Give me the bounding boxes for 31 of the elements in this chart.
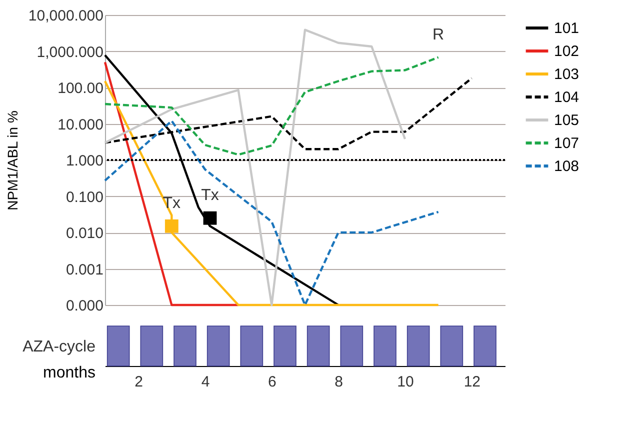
- y-tick-label: 0.100: [66, 188, 104, 206]
- x-tick-label: 2: [134, 374, 144, 390]
- y-axis-title: NPM1/ABL in %: [4, 110, 20, 210]
- x-tick-label: 6: [268, 374, 276, 390]
- y-tick-label: 1.000: [66, 152, 104, 170]
- legend-label: 107: [554, 135, 580, 152]
- legend-label: 105: [554, 112, 580, 129]
- x-tick-label: 10: [397, 374, 414, 390]
- legend-label: 104: [554, 89, 580, 106]
- y-axis-title: AZA-cycle: [22, 338, 96, 356]
- y-tick-label: 10,000.000: [28, 8, 104, 24]
- x-axis-title: months: [43, 364, 96, 382]
- y-tick-label: 100.00: [58, 80, 104, 97]
- y-tick-label: 1,000.000: [36, 44, 104, 61]
- x-tick-label: 8: [334, 374, 344, 390]
- y-tick-label: 10.000: [58, 116, 104, 134]
- y-tick-label: 0.000: [66, 298, 104, 314]
- annotation: R: [432, 26, 444, 44]
- x-tick-label: 4: [201, 374, 210, 390]
- legend-label: 102: [554, 43, 580, 60]
- y-tick-label: 0.010: [66, 225, 104, 242]
- annotation: Tx: [201, 187, 219, 204]
- line-series: [104, 28, 406, 306]
- line-series: [104, 80, 440, 306]
- line-series: [104, 120, 440, 306]
- line-series: [104, 56, 440, 156]
- legend-label: 103: [554, 66, 580, 83]
- legend-label: 108: [554, 158, 580, 175]
- x-tick-label: 12: [464, 374, 481, 390]
- y-tick-label: 0.001: [66, 261, 104, 278]
- legend-label: 101: [554, 20, 580, 37]
